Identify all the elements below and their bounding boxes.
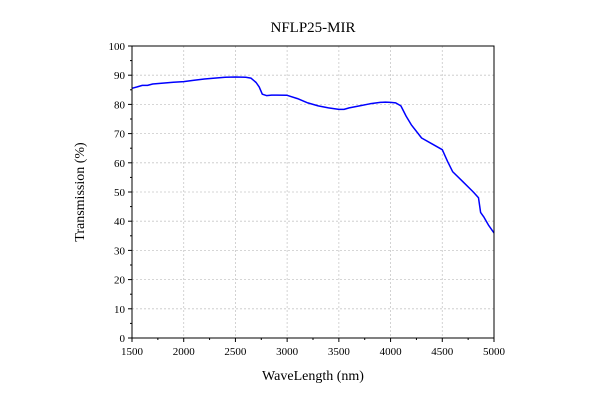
axis-layer: 1500 2000 2500 3000 3500 4000 4500 5000 0 10 20 30 4… [109,41,506,358]
x-tick-label: 3500 [328,346,351,358]
y-tick-label: 30 [114,245,126,257]
y-tick-label: 20 [114,275,126,287]
x-tick-label: 4000 [380,346,403,358]
x-tick-label: 4500 [431,346,454,358]
y-tick-label: 70 [114,129,126,141]
x-tick-label: 1500 [121,346,144,358]
y-tick-label: 10 [114,304,126,316]
grid-layer [132,46,494,338]
y-tick-label: 40 [114,216,126,228]
chart-title: NFLP25-MIR [270,20,355,36]
x-tick-label: 2000 [173,346,196,358]
x-tick-label: 2500 [224,346,247,358]
plot-frame [131,45,495,339]
y-tick-label: 0 [120,333,126,345]
series-layer [131,76,495,234]
x-tick-label: 3000 [276,346,299,358]
transmission-series-line [131,76,495,234]
y-tick-label: 100 [109,41,126,53]
x-tick-label: 5000 [483,346,506,358]
y-tick-label: 80 [114,99,126,111]
x-axis-title: WaveLength (nm) [262,369,364,384]
y-tick-label: 50 [114,187,126,199]
y-axis-title: Transmission (%) [73,142,88,242]
y-tick-label: 60 [114,158,126,170]
y-tick-label: 90 [114,70,126,82]
